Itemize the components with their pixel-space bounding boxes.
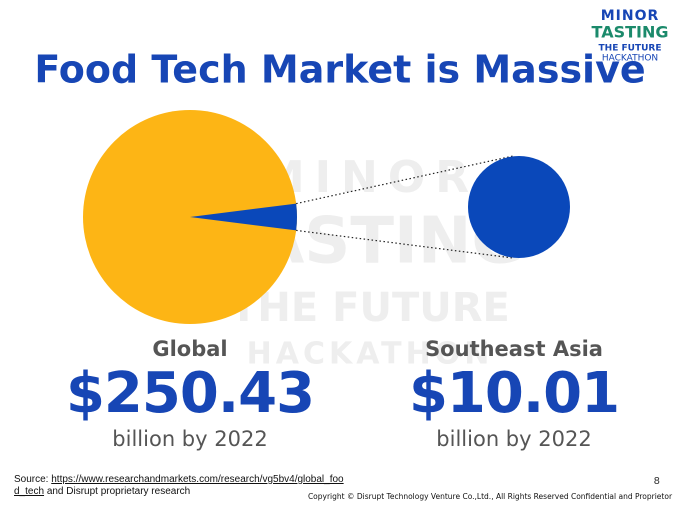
- watermark-text: HACKATHON: [247, 337, 494, 372]
- page-number: 8: [654, 476, 660, 487]
- copyright: Copyright © Disrupt Technology Venture C…: [308, 492, 673, 501]
- logo-text: THE FUTURE: [599, 44, 662, 54]
- source-link[interactable]: https://www.researchandmarkets.com/resea…: [14, 474, 344, 497]
- chart-title: Food Tech Market is Massive: [34, 48, 645, 92]
- watermark-text: THE FUTURE: [230, 285, 510, 331]
- sub-label: billion by 2022: [112, 427, 267, 451]
- logo-text: MINOR: [601, 8, 660, 24]
- value-label: $250.43: [66, 361, 314, 426]
- sub-label: billion by 2022: [436, 427, 591, 451]
- source: Source: https://www.researchandmarkets.c…: [14, 474, 344, 498]
- category-label: Global: [152, 337, 227, 361]
- source-prefix: Source:: [14, 474, 49, 485]
- connector: [296, 229, 514, 259]
- category-label: Southeast Asia: [425, 337, 603, 361]
- logo-text: TASTING: [592, 23, 669, 42]
- connector: [296, 155, 514, 205]
- source-suffix: and Disrupt proprietary research: [46, 486, 191, 497]
- zoom-circle: [468, 156, 570, 258]
- logo-text: HACKATHON: [602, 54, 658, 64]
- watermark-text: MINOR: [261, 152, 479, 203]
- value-label: $10.01: [409, 361, 619, 426]
- logo: MINOR TASTING THE FUTURE HACKATHON: [592, 8, 669, 64]
- pie-slice: [190, 203, 297, 231]
